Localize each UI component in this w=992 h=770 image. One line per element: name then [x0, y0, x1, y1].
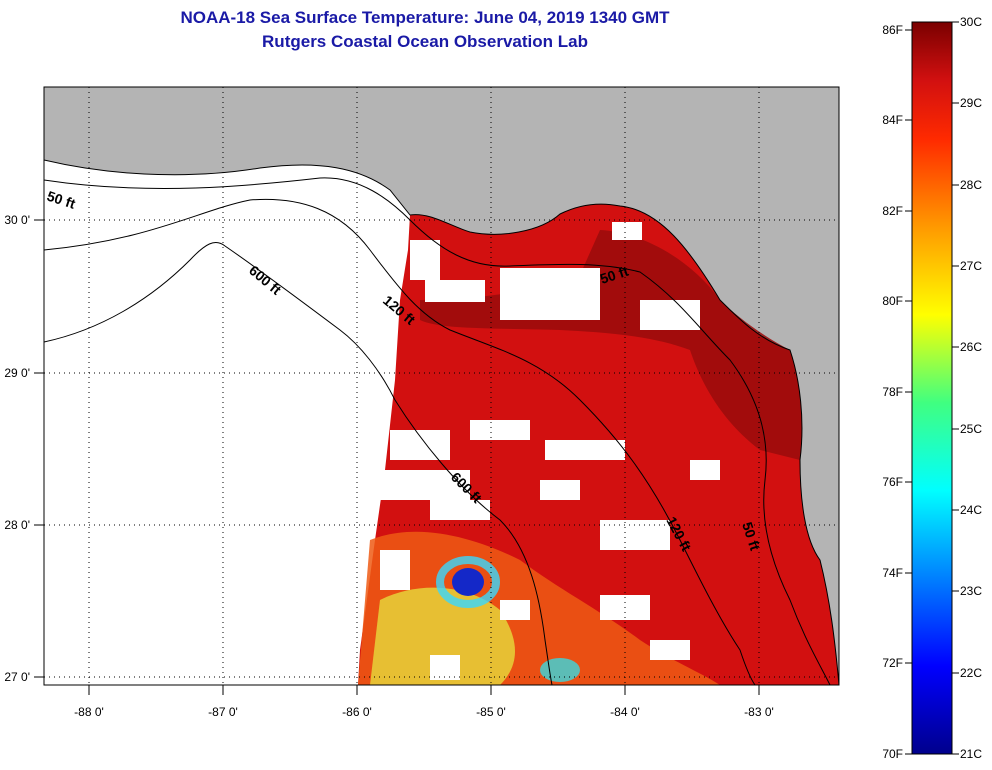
contour-600ft: [44, 242, 553, 685]
lat-tick-30: 30 0': [4, 213, 30, 227]
colorbar-ticks: [905, 21, 959, 755]
colorbar-c-24: 24C: [960, 503, 982, 517]
cloud-mask: [380, 222, 720, 680]
colorbar-f-72: 72F: [882, 656, 903, 670]
lon-tick-85: -85 0': [476, 705, 506, 719]
lat-tick-28: 28 0': [4, 518, 30, 532]
sst-cold-patch: [452, 568, 484, 596]
colorbar-f-70: 70F: [882, 747, 903, 761]
colorbar-c-30: 30C: [960, 15, 982, 29]
colorbar-f-74: 74F: [882, 566, 903, 580]
colorbar-f-78: 78F: [882, 385, 903, 399]
sst-cyan-patch: [540, 658, 580, 682]
title-line-1: NOAA-18 Sea Surface Temperature: June 04…: [180, 8, 670, 27]
lat-tick-29: 29 0': [4, 366, 30, 380]
colorbar-c-29: 29C: [960, 96, 982, 110]
map-plot-area: [44, 87, 839, 685]
contour-50ft: [44, 177, 831, 685]
colorbar-f-82: 82F: [882, 204, 903, 218]
colorbar-gradient: [911, 21, 953, 755]
colorbar-f-86: 86F: [882, 23, 903, 37]
colorbar-c-21: 21C: [960, 747, 982, 761]
colorbar-c-23: 23C: [960, 584, 982, 598]
tick-marks: [34, 219, 760, 695]
lon-tick-83: -83 0': [744, 705, 774, 719]
title-line-2: Rutgers Coastal Ocean Observation Lab: [262, 32, 588, 51]
lat-tick-27: 27 0': [4, 670, 30, 684]
contour-120ft: [44, 198, 756, 685]
sst-cool-ring: [436, 556, 500, 608]
lon-tick-84: -84 0': [610, 705, 640, 719]
sst-yellow-patch: [370, 587, 515, 685]
lon-tick-86: -86 0': [342, 705, 372, 719]
colorbar-c-27: 27C: [960, 259, 982, 273]
colorbar: 86F 84F 82F 80F 78F 76F 74F 72F 70F 30C …: [882, 15, 982, 761]
lon-tick-88: -88 0': [74, 705, 104, 719]
sst-hot-band: [420, 230, 802, 460]
map-title: NOAA-18 Sea Surface Temperature: June 04…: [0, 6, 850, 54]
colorbar-f-84: 84F: [882, 113, 903, 127]
colorbar-c-22: 22C: [960, 666, 982, 680]
colorbar-c-28: 28C: [960, 178, 982, 192]
coastline: [44, 159, 839, 685]
colorbar-c-26: 26C: [960, 340, 982, 354]
colorbar-f-76: 76F: [882, 475, 903, 489]
map-frame: [43, 86, 840, 686]
lon-tick-87: -87 0': [208, 705, 238, 719]
colorbar-f-80: 80F: [882, 294, 903, 308]
colorbar-c-25: 25C: [960, 422, 982, 436]
